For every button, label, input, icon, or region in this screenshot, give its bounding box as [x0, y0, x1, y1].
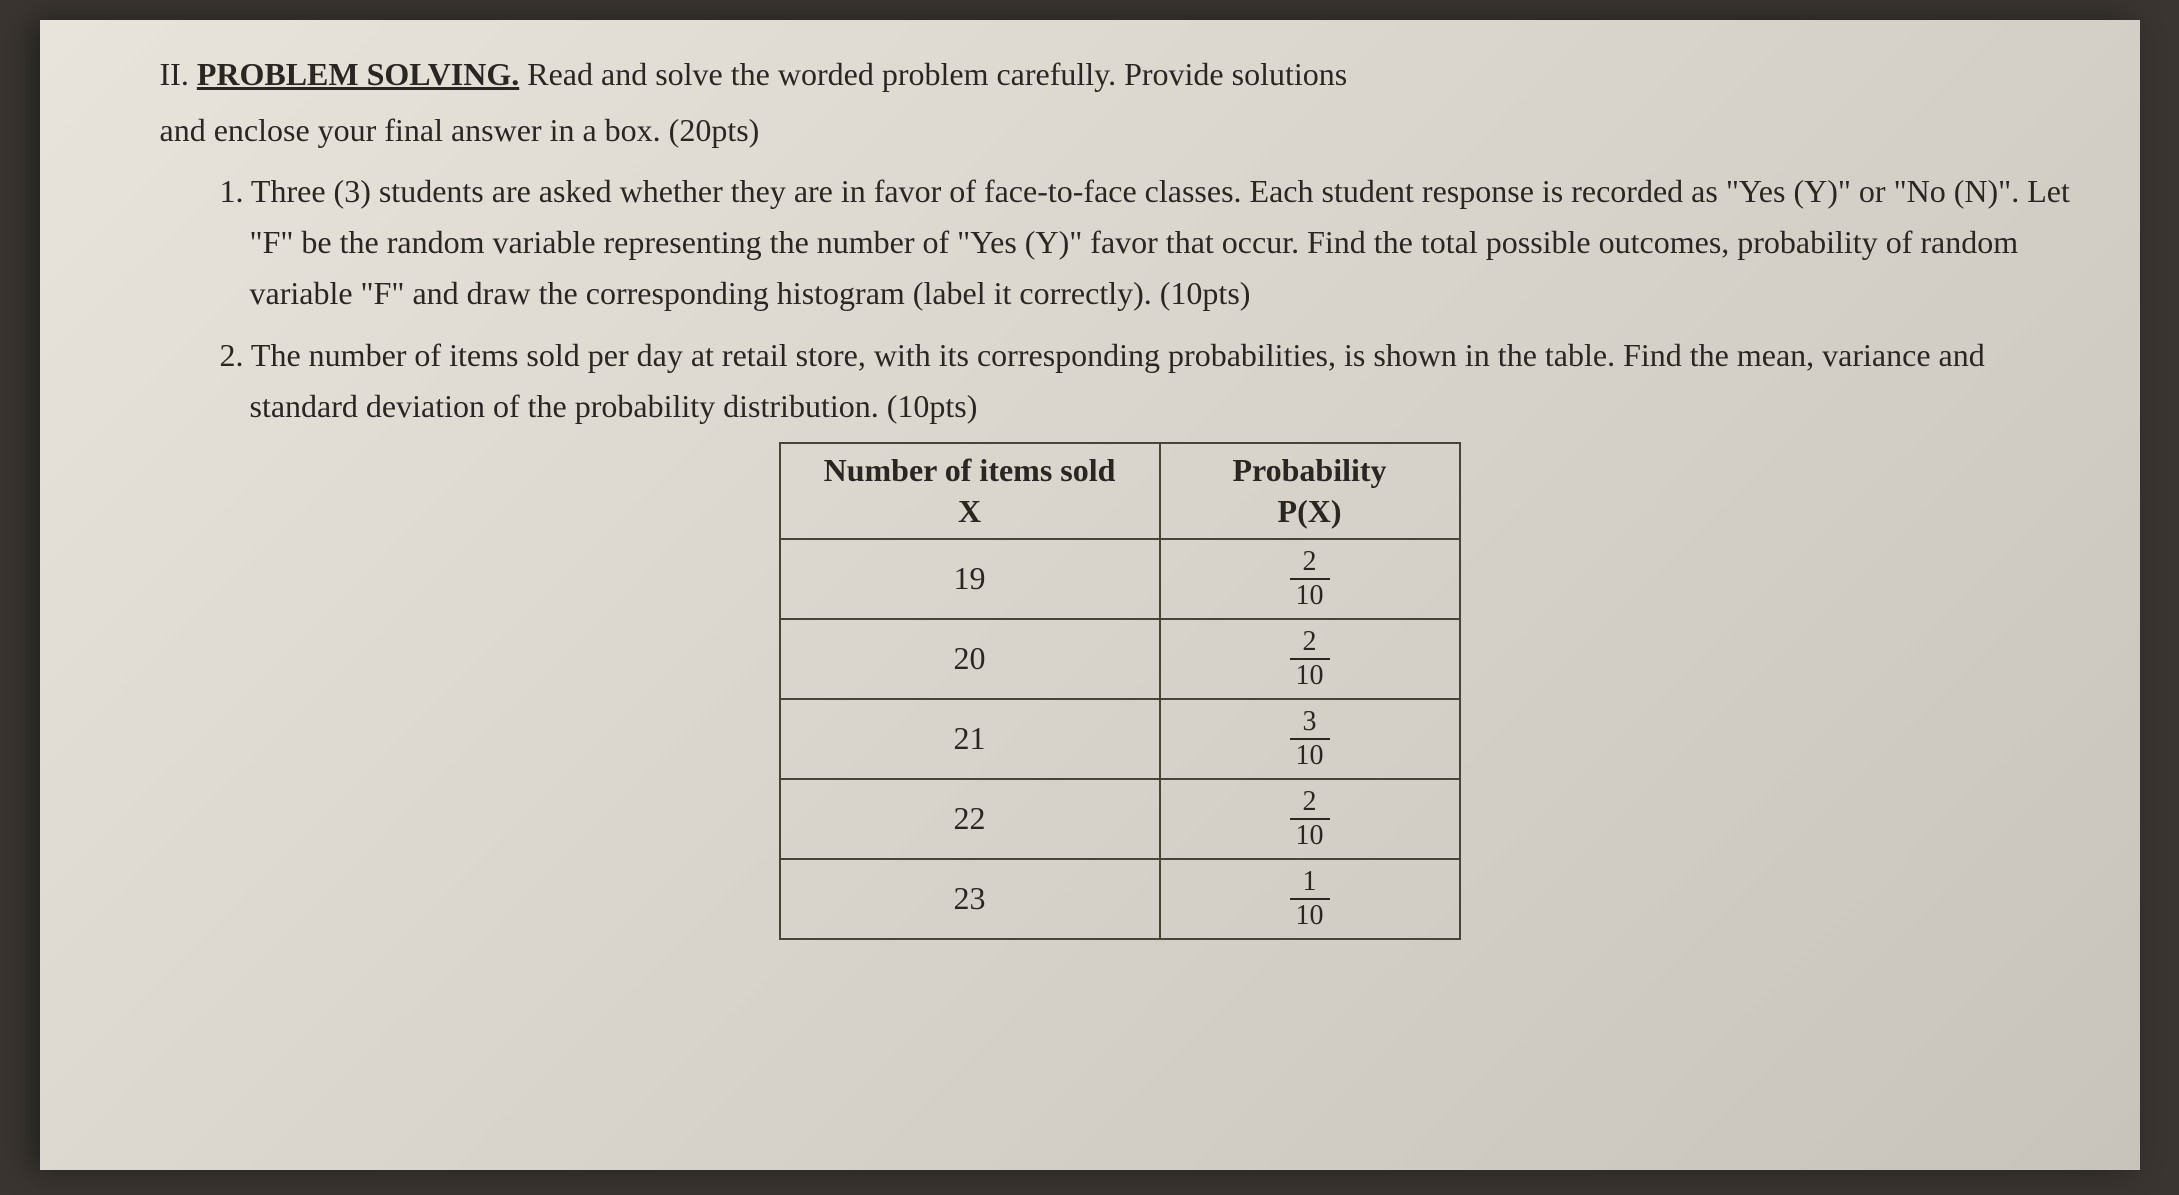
cell-px: 2 10	[1160, 619, 1460, 699]
problem-number: 1.	[220, 173, 244, 209]
header-x: X	[780, 491, 1160, 539]
table-row: 19 2 10	[780, 539, 1460, 619]
cell-px: 3 10	[1160, 699, 1460, 779]
table-header-row1: Number of items sold Probability	[780, 443, 1460, 491]
fraction: 3 10	[1290, 708, 1330, 770]
cell-x: 20	[780, 619, 1160, 699]
cell-px: 1 10	[1160, 859, 1460, 939]
header-probability: Probability	[1160, 443, 1460, 491]
fraction-denominator: 10	[1290, 900, 1330, 930]
fraction: 2 10	[1290, 628, 1330, 690]
fraction-denominator: 10	[1290, 660, 1330, 690]
fraction-numerator: 2	[1290, 788, 1330, 820]
fraction: 2 10	[1290, 788, 1330, 850]
header-items-sold: Number of items sold	[780, 443, 1160, 491]
fraction: 1 10	[1290, 868, 1330, 930]
table-row: 21 3 10	[780, 699, 1460, 779]
fraction-denominator: 10	[1290, 820, 1330, 850]
table-header-row2: X P(X)	[780, 491, 1460, 539]
fraction-numerator: 2	[1290, 548, 1330, 580]
table-row: 20 2 10	[780, 619, 1460, 699]
problem-number: 2.	[220, 337, 244, 373]
table-row: 23 1 10	[780, 859, 1460, 939]
cell-px: 2 10	[1160, 539, 1460, 619]
cell-x: 23	[780, 859, 1160, 939]
table-body: 19 2 10 20 2 10	[780, 539, 1460, 939]
fraction-numerator: 3	[1290, 708, 1330, 740]
section-title: PROBLEM SOLVING.	[197, 56, 519, 92]
fraction-numerator: 1	[1290, 868, 1330, 900]
fraction-numerator: 2	[1290, 628, 1330, 660]
problem-text: The number of items sold per day at reta…	[250, 337, 1985, 424]
cell-x: 22	[780, 779, 1160, 859]
probability-table: Number of items sold Probability X P(X) …	[779, 442, 1461, 940]
fraction: 2 10	[1290, 548, 1330, 610]
problem-2: 2. The number of items sold per day at r…	[160, 330, 2080, 432]
problem-text: Three (3) students are asked whether the…	[250, 173, 2070, 311]
cell-x: 19	[780, 539, 1160, 619]
table-row: 22 2 10	[780, 779, 1460, 859]
instructions-line1: Read and solve the worded problem carefu…	[527, 56, 1347, 92]
problem-1: 1. Three (3) students are asked whether …	[160, 166, 2080, 320]
cell-px: 2 10	[1160, 779, 1460, 859]
fraction-denominator: 10	[1290, 740, 1330, 770]
section-header: II. PROBLEM SOLVING. Read and solve the …	[160, 50, 2080, 98]
header-px: P(X)	[1160, 491, 1460, 539]
fraction-denominator: 10	[1290, 580, 1330, 610]
section-number: II.	[160, 56, 189, 92]
cell-x: 21	[780, 699, 1160, 779]
table-wrapper: Number of items sold Probability X P(X) …	[160, 442, 2080, 940]
document-page: II. PROBLEM SOLVING. Read and solve the …	[40, 20, 2140, 1170]
instructions-line2: and enclose your final answer in a box. …	[160, 106, 2080, 154]
